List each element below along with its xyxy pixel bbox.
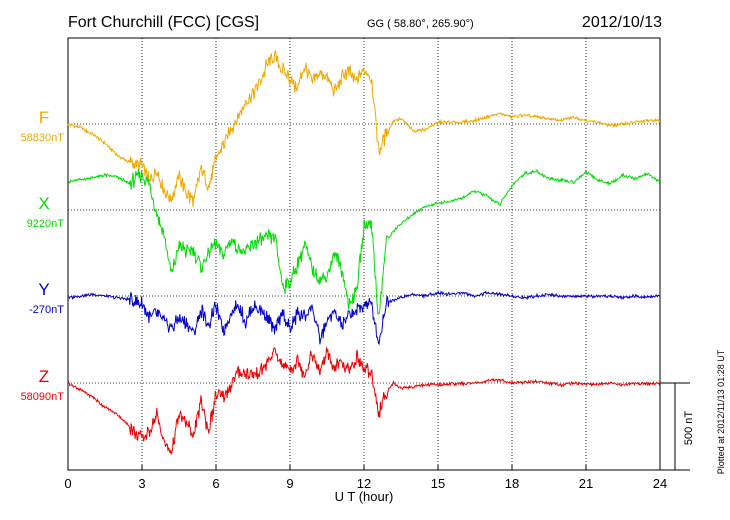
- x-tick-label: 6: [212, 476, 219, 491]
- series-baseline-x: 9220nT: [27, 218, 65, 230]
- x-tick-label: 9: [286, 476, 293, 491]
- series-baseline-y: -270nT: [29, 304, 64, 316]
- x-tick-label: 15: [431, 476, 445, 491]
- series-line-z: [67, 347, 661, 456]
- series-name-f: F: [39, 108, 49, 127]
- grid: [68, 38, 660, 470]
- series-line-y: [68, 290, 661, 346]
- station-coordinates: GG ( 58.80°, 265.90°): [367, 18, 474, 30]
- scale-bar: 500 nT: [660, 382, 695, 471]
- component-labels: F 58830nT X 9220nT Y -270nT Z 58090nT: [21, 108, 65, 403]
- x-tick-label: 21: [579, 476, 593, 491]
- series-group: [67, 50, 661, 456]
- x-axis-ticks: 0 3 6 9 12 15 18 21 24: [64, 465, 667, 491]
- x-tick-label: 3: [138, 476, 145, 491]
- x-tick-label: 18: [505, 476, 519, 491]
- x-axis-label: U T (hour): [335, 489, 394, 504]
- x-tick-label: 24: [653, 476, 667, 491]
- chart-title: Fort Churchill (FCC) [CGS]: [68, 14, 259, 31]
- x-tick-label: 12: [357, 476, 371, 491]
- series-name-z: Z: [39, 367, 49, 386]
- series-name-x: X: [38, 194, 49, 213]
- series-baseline-f: 58830nT: [21, 132, 65, 144]
- series-baseline-z: 58090nT: [21, 391, 65, 403]
- x-tick-label: 0: [64, 476, 71, 491]
- plotted-timestamp: Plotted at 2012/11/13 01:28 UT: [716, 349, 726, 474]
- chart-date: 2012/10/13: [582, 14, 662, 31]
- series-line-f: [67, 50, 661, 207]
- series-line-x: [67, 168, 661, 315]
- scale-bar-label: 500 nT: [683, 411, 695, 446]
- series-name-y: Y: [38, 280, 49, 299]
